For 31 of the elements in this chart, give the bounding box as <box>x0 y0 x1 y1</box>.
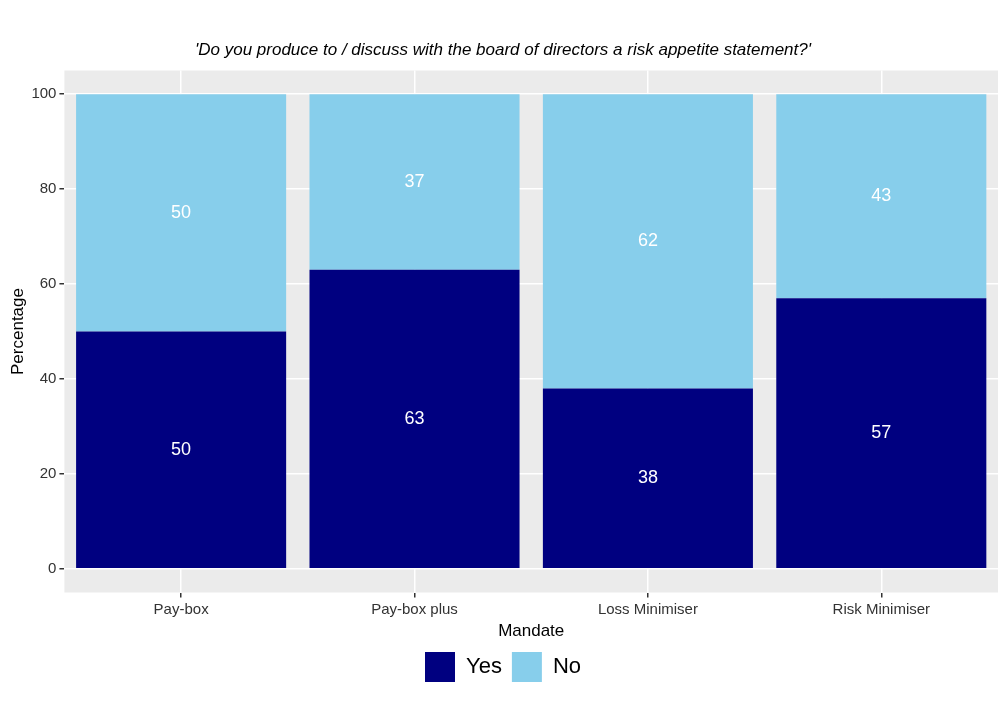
y-tick-label: 20 <box>39 464 57 482</box>
bar <box>776 298 987 569</box>
data-label: 57 <box>871 422 892 443</box>
y-tick-label: 0 <box>48 559 57 576</box>
y-tick-label: 40 <box>39 369 57 387</box>
bar <box>542 388 753 569</box>
data-label: 50 <box>171 201 192 222</box>
x-axis-title: Mandate <box>498 621 565 641</box>
legend-label: Yes <box>465 653 502 679</box>
bar <box>76 331 287 569</box>
y-tick-label: 80 <box>39 179 57 197</box>
bar <box>76 94 287 332</box>
legend-label: No <box>552 653 582 679</box>
data-label: 63 <box>404 407 425 428</box>
data-label: 50 <box>171 438 192 459</box>
chart-title: 'Do you produce to / discuss with the board of directors a risk appetite statement?' <box>195 39 812 59</box>
y-tick-label: 100 <box>31 84 57 102</box>
data-label: 38 <box>637 467 658 488</box>
data-label: 37 <box>404 170 425 191</box>
x-tick-label: Pay-box plus <box>371 599 458 617</box>
bar <box>309 94 520 270</box>
bar <box>309 269 520 569</box>
y-tick-label: 60 <box>39 274 57 292</box>
y-axis-title: Percentage <box>7 288 27 375</box>
bar <box>542 94 753 389</box>
data-label: 62 <box>637 230 658 251</box>
bar <box>776 94 987 299</box>
data-label: 43 <box>871 185 892 206</box>
x-tick-label: Loss Minimiser <box>597 599 698 617</box>
x-tick-label: Pay-box <box>153 599 210 617</box>
x-tick-label: Risk Minimiser <box>832 599 931 617</box>
